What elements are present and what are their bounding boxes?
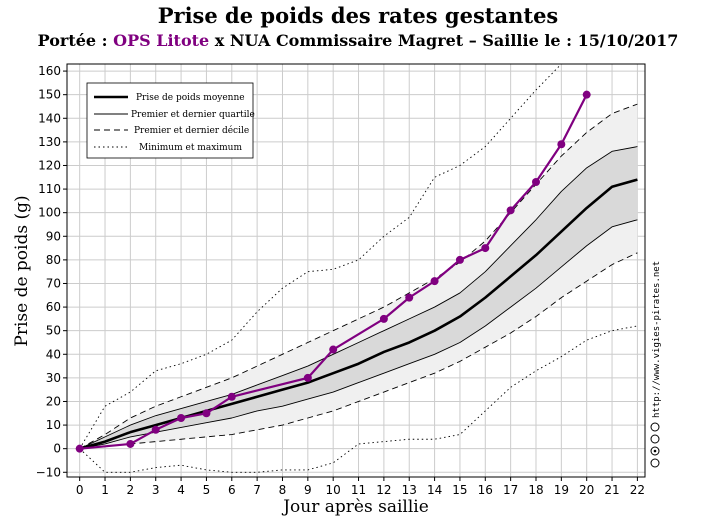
x-tick-label: 14 xyxy=(427,483,442,497)
litter-point xyxy=(430,277,439,286)
y-tick-label: 150 xyxy=(38,88,61,102)
litter-point xyxy=(75,444,84,453)
quartile-band xyxy=(79,146,638,449)
litter-point xyxy=(379,314,388,323)
litter-point xyxy=(126,439,135,448)
litter-point xyxy=(227,392,236,401)
x-tick-label: 10 xyxy=(326,483,341,497)
legend-label-mean: Prise de poids moyenne xyxy=(136,93,245,103)
litter-point xyxy=(455,255,464,264)
x-tick-label: 6 xyxy=(228,483,236,497)
reference-lines xyxy=(79,64,638,473)
legend: Prise de poids moyenne Premier et dernie… xyxy=(86,82,255,159)
creative-commons-icon xyxy=(650,422,660,468)
y-tick-label: 160 xyxy=(38,64,61,78)
y-tick-label: 110 xyxy=(38,182,61,196)
litter-point xyxy=(329,345,338,354)
x-tick-label: 4 xyxy=(177,483,185,497)
y-tick-label: 50 xyxy=(46,324,61,338)
litter-point xyxy=(202,409,211,418)
x-axis-label: Jour après saillie xyxy=(281,497,429,517)
y-tick-label: 30 xyxy=(46,371,61,385)
y-tick-label: 120 xyxy=(38,158,61,172)
y-tick-label: 0 xyxy=(53,442,61,456)
x-tick-label: 8 xyxy=(279,483,287,497)
y-tick-label: 90 xyxy=(46,229,61,243)
x-tick-label: 9 xyxy=(304,483,312,497)
x-tick-label: 5 xyxy=(203,483,211,497)
subtitle-suffix: x NUA Commissaire Magret – Saillie le : … xyxy=(209,31,678,50)
reference-bands xyxy=(79,104,638,449)
x-tick-label: 2 xyxy=(127,483,135,497)
decile-high-line xyxy=(79,103,638,450)
y-tick-label: 100 xyxy=(38,206,61,220)
x-tick-label: 22 xyxy=(630,483,645,497)
credit: http://www.vigies-pirates.net xyxy=(650,261,662,468)
legend-box xyxy=(86,82,254,159)
x-tick-label: 18 xyxy=(528,483,543,497)
y-tick-label: 40 xyxy=(46,347,61,361)
litter-point xyxy=(481,244,490,253)
litter-point xyxy=(557,140,566,149)
credit-url: http://www.vigies-pirates.net xyxy=(652,261,662,418)
x-tick-label: 16 xyxy=(478,483,493,497)
x-tick-label: 1 xyxy=(101,483,109,497)
x-tick-label: 11 xyxy=(351,483,366,497)
y-tick-label: 20 xyxy=(46,394,61,408)
x-tick-label: 19 xyxy=(554,483,569,497)
subtitle-litter-name: OPS Litote xyxy=(113,31,209,50)
litter-point xyxy=(151,425,160,434)
mean-line xyxy=(79,178,638,450)
chart-subtitle: Portée : OPS Litote x NUA Commissaire Ma… xyxy=(38,31,679,50)
legend-label-quartile: Premier et dernier quartile xyxy=(131,110,255,120)
x-tick-label: 20 xyxy=(579,483,594,497)
litter-point xyxy=(506,206,515,215)
x-tick-label: 12 xyxy=(376,483,391,497)
y-axis-ticks: −10 0 10 20 30 40 50 60 70 80 90 100 110 120 130 140 150… xyxy=(36,64,67,479)
y-tick-label: 60 xyxy=(46,300,61,314)
legend-label-decile: Premier et dernier décile xyxy=(134,125,249,136)
x-tick-label: 0 xyxy=(76,483,84,497)
quartile-high-line xyxy=(79,146,638,450)
litter-series xyxy=(75,90,591,453)
y-tick-label: 80 xyxy=(46,253,61,267)
y-tick-label: 130 xyxy=(38,135,61,149)
y-tick-label: 70 xyxy=(46,276,61,290)
y-tick-label: 10 xyxy=(46,418,61,432)
litter-point xyxy=(177,414,186,422)
x-tick-label: 17 xyxy=(503,483,518,497)
x-tick-label: 13 xyxy=(402,483,417,497)
plot-frame xyxy=(66,63,646,478)
litter-point xyxy=(531,178,540,186)
y-tick-label: 140 xyxy=(38,111,61,125)
litter-point xyxy=(303,373,312,382)
litter-point xyxy=(582,90,591,99)
x-tick-label: 7 xyxy=(253,483,261,497)
x-tick-label: 21 xyxy=(604,483,619,497)
x-axis-ticks: 0 1 2 3 4 5 6 7 8 9 10 11 12 13 14 15 16 17 18 19 20 21 22 xyxy=(76,477,645,497)
quartile-low-line xyxy=(79,219,638,450)
litter-point xyxy=(405,293,414,302)
legend-label-minmax: Minimum et maximum xyxy=(139,143,242,153)
chart-title: Prise de poids des rates gestantes xyxy=(158,3,559,28)
y-axis-label: Prise de poids (g) xyxy=(12,195,32,346)
x-tick-label: 3 xyxy=(152,483,160,497)
subtitle-prefix: Portée : xyxy=(38,31,114,50)
y-tick-label: −10 xyxy=(36,465,61,479)
decile-low-line xyxy=(79,252,638,450)
x-tick-label: 15 xyxy=(452,483,467,497)
